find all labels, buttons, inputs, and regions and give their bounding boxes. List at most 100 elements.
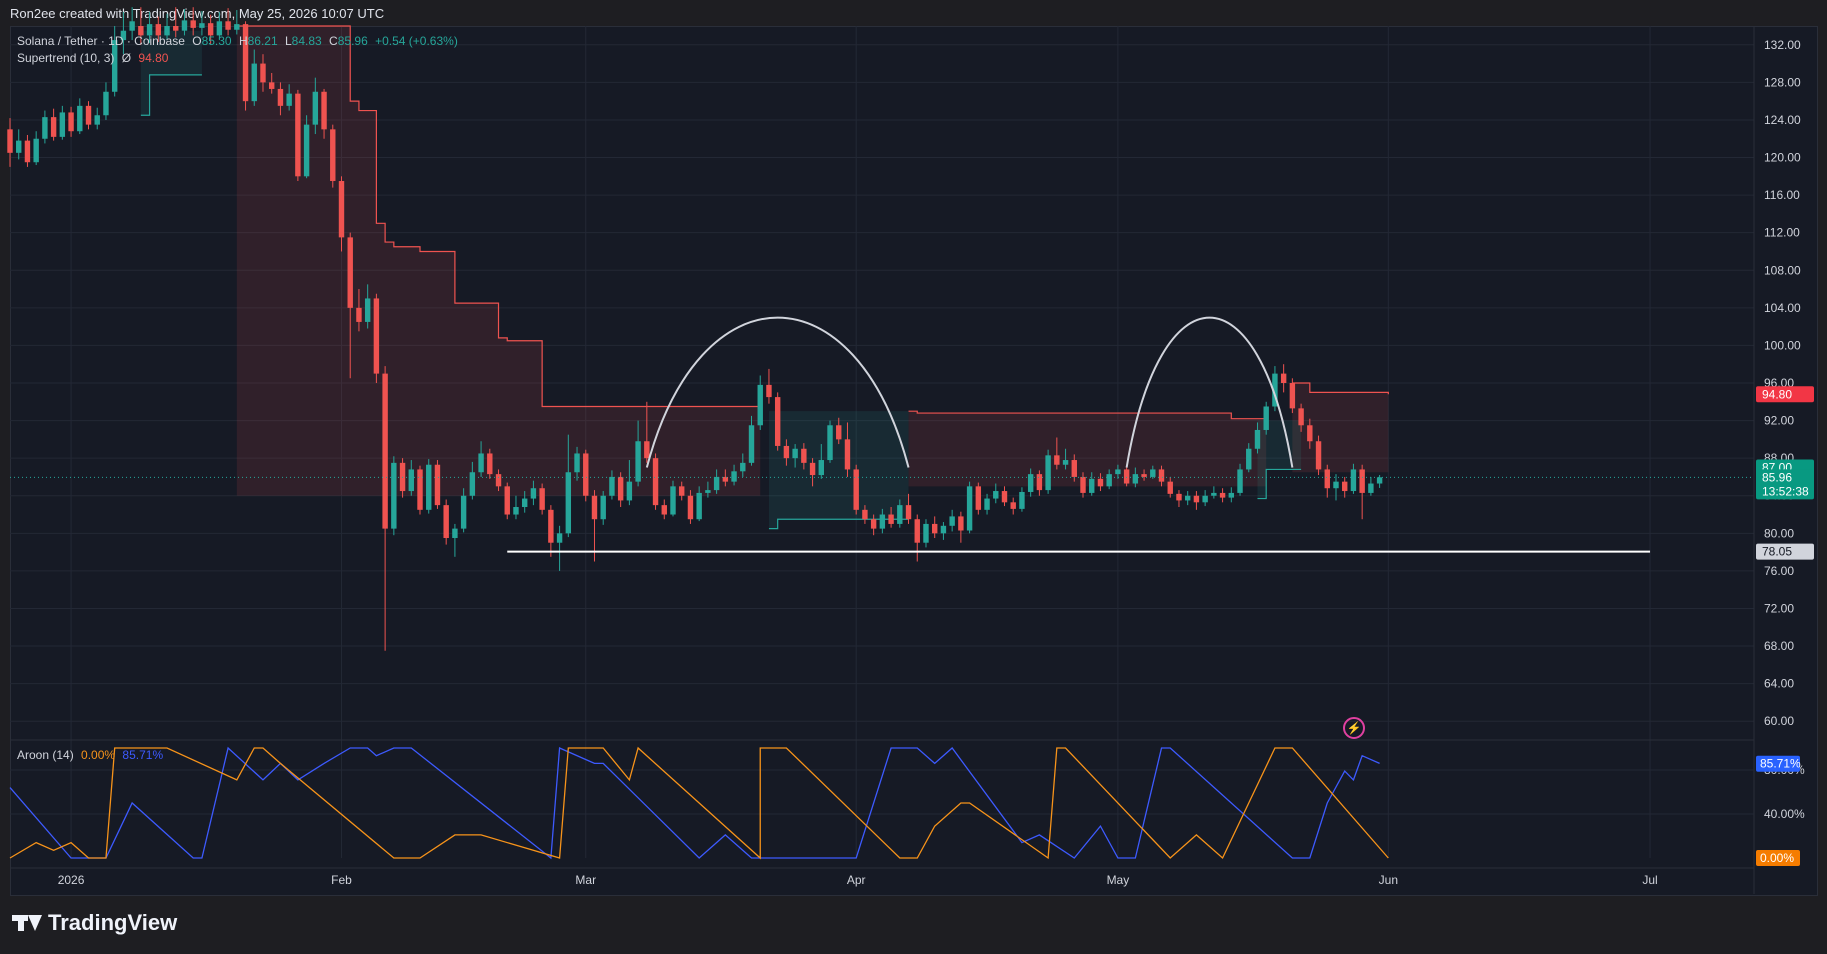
aroon-down-line — [9, 746, 1380, 860]
candle-body — [347, 237, 353, 308]
candle-body — [809, 462, 816, 476]
tradingview-logo-icon — [12, 913, 42, 933]
candle-body — [207, 23, 214, 36]
legend-change: +0.54 (+0.63%) — [375, 34, 458, 48]
legend-high-label: H — [238, 34, 248, 48]
candle-body — [1333, 481, 1339, 489]
price-tick-label: 72.00 — [1764, 601, 1794, 615]
tradingview-logo[interactable]: TradingView — [12, 910, 177, 936]
candle-body — [1324, 469, 1330, 489]
tradingview-wordmark: TradingView — [48, 910, 178, 935]
candle-body — [1045, 455, 1051, 491]
candle-body — [1272, 373, 1278, 407]
candle-body — [77, 105, 83, 132]
candle-body — [1150, 469, 1156, 477]
candle-body — [696, 492, 702, 520]
candle-body — [1254, 429, 1261, 449]
candle-body — [190, 20, 196, 28]
candle-body — [260, 63, 266, 83]
lightning-icon[interactable]: ⚡ — [1343, 717, 1365, 739]
time-tick-label: May — [1107, 873, 1130, 887]
chart-frame[interactable] — [10, 26, 1818, 896]
candle-body — [862, 509, 868, 520]
candle-body — [713, 476, 720, 491]
price-tick-label: 108.00 — [1764, 263, 1801, 277]
supertrend-down-2-line — [908, 410, 1267, 420]
candle-body — [295, 93, 301, 177]
candle-body — [993, 491, 999, 499]
candle-body — [181, 20, 188, 31]
price-tick-label: 116.00 — [1764, 188, 1800, 202]
legend-open-label: O — [192, 34, 202, 48]
candle-body — [68, 112, 74, 132]
aroon-up-value: 0.00% — [81, 748, 116, 762]
candle-body — [1298, 408, 1304, 426]
aroon-label: Aroon (14) — [17, 748, 74, 762]
candle-body — [199, 23, 205, 28]
supertrend-up-early-line — [140, 74, 202, 116]
candle-body — [1141, 474, 1147, 477]
candle-body — [1115, 469, 1121, 475]
candle-body — [1001, 491, 1008, 503]
candle-body — [949, 516, 955, 526]
price-tick-label: 124.00 — [1764, 113, 1801, 127]
candle-body — [42, 117, 48, 139]
candle-body — [591, 495, 598, 520]
candle-body — [373, 298, 380, 374]
aroon-legend[interactable]: Aroon (14) 0.00% 85.71% — [17, 748, 167, 762]
price-tick-label: 68.00 — [1764, 639, 1794, 653]
candle-body — [539, 488, 545, 510]
candle-body — [583, 453, 589, 496]
supertrend-legend[interactable]: Supertrend (10, 3) Ø 94.80 — [17, 51, 172, 65]
candle-body — [330, 129, 336, 182]
candle-body — [1071, 460, 1077, 477]
candle-body — [321, 91, 327, 130]
candle-body — [487, 453, 493, 475]
candle-body — [1176, 493, 1182, 501]
price-badge-countdown: 13:52:38 — [1762, 484, 1809, 498]
candle-body — [556, 533, 563, 543]
time-tick-label: Jun — [1379, 873, 1398, 887]
candle-body — [888, 514, 894, 524]
candle-body — [836, 425, 842, 440]
candle-body — [1289, 383, 1296, 409]
candle-body — [574, 453, 580, 473]
candle-body — [155, 24, 162, 36]
candle-body — [164, 26, 170, 36]
price-badge — [1756, 386, 1814, 403]
candle-body — [364, 298, 371, 322]
price-badge — [1756, 469, 1814, 500]
candle-body — [1123, 469, 1130, 484]
candle-body — [269, 82, 275, 89]
candle-body — [1350, 469, 1357, 492]
supertrend-down-1-fill — [236, 26, 761, 496]
candle-body — [251, 63, 257, 102]
aroon-down-value: 85.71% — [122, 748, 164, 762]
candle-body — [679, 486, 685, 496]
candle-body — [1359, 469, 1365, 493]
candle-body — [1307, 425, 1313, 442]
candle-body — [303, 124, 310, 177]
price-badge-label: 78.05 — [1762, 545, 1792, 559]
candle-body — [173, 26, 179, 31]
candle-body — [417, 469, 423, 510]
price-tick-label: 104.00 — [1764, 301, 1801, 315]
candle-body — [7, 129, 13, 153]
supertrend-down-3-line — [1292, 382, 1389, 395]
candle-body — [687, 495, 694, 520]
candle-body — [1010, 502, 1016, 509]
candle-body — [59, 112, 66, 137]
candle-body — [748, 425, 755, 463]
supertrend-value: 94.80 — [138, 51, 169, 65]
legend-symbol[interactable]: Solana / Tether · 1D · Coinbase — [17, 34, 185, 48]
aroon-badge-label: 85.71% — [1760, 757, 1801, 771]
candle-body — [897, 505, 903, 524]
candle-body — [1036, 474, 1043, 491]
candle-body — [1080, 476, 1086, 493]
candle-body — [469, 472, 476, 496]
price-tick-label: 120.00 — [1764, 151, 1801, 165]
candle-body — [1211, 492, 1217, 496]
candle-body — [705, 490, 711, 493]
candle-body — [504, 486, 510, 515]
